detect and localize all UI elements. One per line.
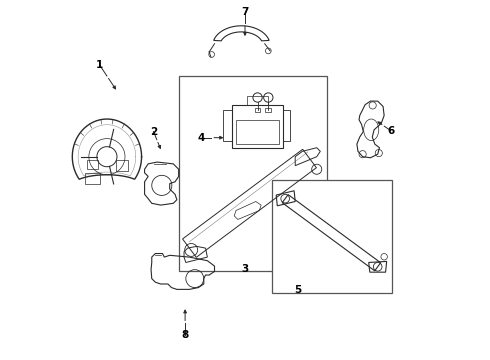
Bar [255, 108, 260, 112]
Bar [223, 111, 232, 140]
Bar [283, 111, 290, 140]
Text: 5: 5 [294, 285, 302, 296]
Bar [232, 105, 283, 148]
Text: 3: 3 [242, 264, 248, 274]
Text: 4: 4 [197, 133, 205, 143]
Text: 1: 1 [96, 60, 103, 70]
Text: 6: 6 [387, 126, 394, 135]
Text: 2: 2 [150, 127, 157, 136]
Bar [236, 121, 279, 144]
Text: 8: 8 [181, 330, 189, 340]
Bar [179, 76, 327, 271]
Bar [266, 108, 271, 112]
Bar [247, 96, 269, 105]
Text: 7: 7 [241, 7, 249, 17]
Bar [272, 180, 392, 293]
